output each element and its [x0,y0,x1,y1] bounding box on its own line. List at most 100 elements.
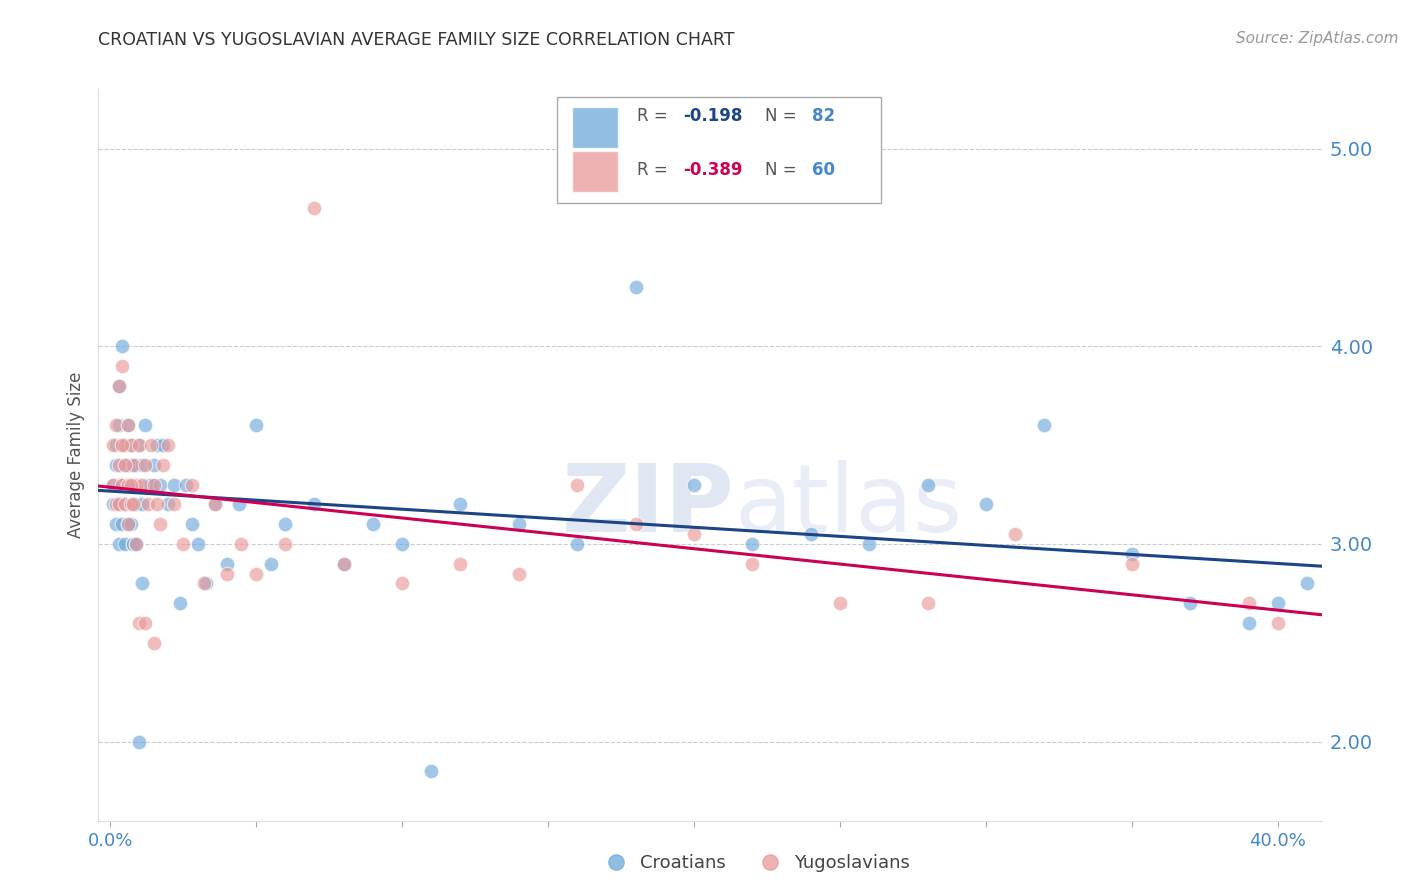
Point [741,537,763,551]
Point [114,497,136,511]
Point [1267,596,1289,610]
Point [117,438,139,452]
Point [101,438,124,452]
Text: -0.389: -0.389 [683,161,742,178]
Point [180,477,202,491]
Point [134,615,156,630]
Point [917,477,939,491]
Point [120,438,142,452]
Point [122,537,145,551]
Point [274,537,297,551]
Point [108,537,131,551]
Point [245,566,267,581]
Point [131,576,153,591]
Text: Yugoslavians: Yugoslavians [794,855,910,872]
Point [125,458,148,472]
Text: Source: ZipAtlas.com: Source: ZipAtlas.com [1236,31,1399,46]
Point [111,438,134,452]
Text: atlas: atlas [734,460,963,552]
Point [117,517,139,532]
Point [120,477,142,491]
Point [117,477,139,491]
Point [117,477,139,491]
Point [187,537,209,551]
Point [361,517,384,532]
Point [111,477,134,491]
Point [204,497,226,511]
Point [828,596,851,610]
Point [108,378,131,392]
Point [172,537,194,551]
Point [741,557,763,571]
Point [122,537,145,551]
Point [128,477,150,491]
Text: N =: N = [765,107,801,125]
Bar [572,152,619,192]
Point [683,477,706,491]
Point [149,517,172,532]
Point [104,517,127,532]
Point [122,477,145,491]
Y-axis label: Average Family Size: Average Family Size [66,372,84,538]
Point [125,537,148,551]
Point [508,517,530,532]
Point [420,764,443,779]
Point [152,438,174,452]
Point [157,497,180,511]
Point [125,497,148,511]
Point [114,438,136,452]
Point [120,497,142,511]
Point [1267,615,1289,630]
Point [204,497,226,511]
Point [858,537,880,551]
Point [332,557,354,571]
Point [101,477,124,491]
Point [567,477,589,491]
Point [111,438,134,452]
Text: 82: 82 [811,107,835,125]
Point [917,596,939,610]
Point [111,359,134,373]
Point [245,418,267,433]
Point [1237,615,1260,630]
Point [146,497,169,511]
Point [114,458,136,472]
Text: -0.198: -0.198 [683,107,742,125]
Point [1033,418,1056,433]
Point [215,557,238,571]
Text: ZIP: ZIP [561,460,734,552]
Point [228,497,250,511]
Point [260,557,283,571]
Point [624,517,647,532]
Point [101,497,124,511]
Point [1296,576,1319,591]
Point [108,497,131,511]
Point [508,566,530,581]
Point [231,537,253,551]
Point [449,497,471,511]
Point [152,458,174,472]
Point [120,438,142,452]
Point [117,418,139,433]
Point [108,477,131,491]
Point [131,477,153,491]
Point [142,458,165,472]
Point [120,477,142,491]
Point [974,497,997,511]
Point [136,477,159,491]
Point [1121,557,1143,571]
Point [120,438,142,452]
Point [304,201,326,215]
Point [108,418,131,433]
Point [157,438,180,452]
Point [104,418,127,433]
Point [391,576,413,591]
Point [1237,596,1260,610]
Point [122,497,145,511]
Point [122,458,145,472]
Point [683,527,706,541]
Point [114,438,136,452]
Point [128,438,150,452]
Point [169,596,191,610]
Text: R =: R = [637,161,672,178]
